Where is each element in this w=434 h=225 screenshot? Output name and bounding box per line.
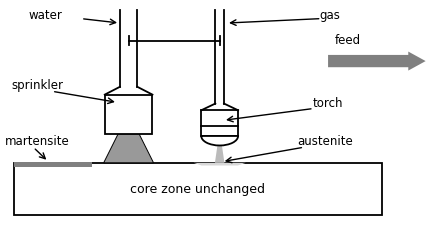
Text: sprinkler: sprinkler	[12, 79, 63, 92]
Wedge shape	[201, 136, 237, 146]
Text: martensite: martensite	[5, 135, 69, 148]
Bar	[14, 163, 381, 215]
Text: core zone unchanged: core zone unchanged	[130, 182, 265, 196]
Bar	[105, 94, 152, 134]
Bar	[14, 162, 92, 167]
FancyArrow shape	[327, 52, 424, 71]
Bar	[201, 110, 237, 136]
Polygon shape	[193, 163, 245, 166]
Text: torch: torch	[312, 97, 342, 110]
Polygon shape	[103, 134, 153, 163]
Text: feed: feed	[334, 34, 360, 47]
Text: water: water	[29, 9, 62, 22]
Text: gas: gas	[319, 9, 339, 22]
Text: austenite: austenite	[297, 135, 353, 148]
Polygon shape	[214, 145, 224, 163]
